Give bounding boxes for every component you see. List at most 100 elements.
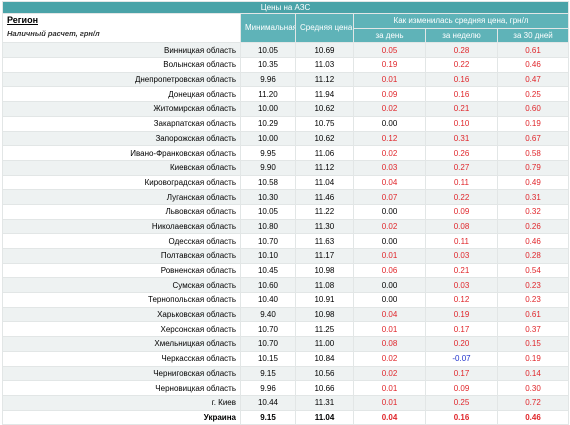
table-row: Винницкая область 10.05 10.69 0.05 0.28 0.61 (2, 42, 570, 59)
region-name: Харьковская область (2, 306, 241, 323)
min-price: 9.95 (240, 145, 296, 161)
min-price: 10.45 (240, 262, 296, 279)
change-month: 0.60 (496, 101, 570, 117)
region-name: Черкасская область (2, 350, 241, 367)
change-month: 0.54 (496, 262, 570, 279)
region-name: Львовская область (2, 203, 241, 220)
table-row: Кировоградская область 10.58 11.04 0.04 0.11… (2, 174, 570, 191)
min-price: 10.44 (240, 394, 296, 411)
change-day: 0.19 (353, 57, 426, 73)
change-week: 0.08 (425, 218, 498, 235)
change-month: 0.26 (496, 218, 570, 235)
change-month: 0.14 (496, 365, 570, 382)
change-day: 0.04 (353, 306, 426, 323)
table-body: Винницкая область 10.05 10.69 0.05 0.28 0.61 В… (2, 42, 570, 425)
min-price: 11.20 (240, 86, 296, 103)
avg-price: 10.98 (295, 262, 354, 279)
table-row: Хмельницкая область 10.70 11.00 0.08 0.20 0.1… (2, 336, 570, 352)
region-name: Ивано-Франковская область (2, 145, 241, 161)
region-name: Черновицкая область (2, 380, 241, 396)
table-row: Николаевская область 10.80 11.30 0.02 0.08 0.… (2, 218, 570, 235)
change-week: 0.16 (425, 86, 498, 103)
table-row: Одесская область 10.70 11.63 0.00 0.11 0.46 (2, 233, 570, 249)
avg-price: 11.31 (295, 394, 354, 411)
change-day: 0.05 (353, 42, 426, 59)
change-month: 0.31 (496, 189, 570, 205)
avg-price: 11.03 (295, 57, 354, 73)
change-day: 0.06 (353, 262, 426, 279)
avg-price: 10.56 (295, 365, 354, 382)
table-row: Ровненская область 10.45 10.98 0.06 0.21 0.54 (2, 262, 570, 279)
change-day: 0.04 (353, 174, 426, 191)
table-row: Запорожская область 10.00 10.62 0.12 0.31 0.6… (2, 130, 570, 147)
table-row: Луганская область 10.30 11.46 0.07 0.22 0.31 (2, 189, 570, 205)
change-day: 0.00 (353, 233, 426, 249)
avg-price: 11.06 (295, 145, 354, 161)
region-name: Донецкая область (2, 86, 241, 103)
region-name: Запорожская область (2, 130, 241, 147)
min-price: 10.05 (240, 203, 296, 220)
change-month: 0.49 (496, 174, 570, 191)
change-week: 0.10 (425, 115, 498, 132)
region-name: Днепропетровская область (2, 71, 241, 88)
min-price: 10.00 (240, 101, 296, 117)
change-month: 0.58 (496, 145, 570, 161)
min-price: 10.10 (240, 248, 296, 264)
change-week: 0.22 (425, 189, 498, 205)
region-name: Луганская область (2, 189, 241, 205)
region-name: Тернопольская область (2, 292, 241, 308)
change-month: 0.47 (496, 71, 570, 88)
change-week: 0.28 (425, 42, 498, 59)
change-day: 0.07 (353, 189, 426, 205)
min-price: 10.30 (240, 189, 296, 205)
avg-price: 11.94 (295, 86, 354, 103)
change-month: 0.61 (496, 306, 570, 323)
change-week: 0.16 (425, 71, 498, 88)
change-day: 0.01 (353, 394, 426, 411)
change-month: 0.30 (496, 380, 570, 396)
table-row: Херсонская область 10.70 11.25 0.01 0.17 0.37 (2, 321, 570, 338)
min-price: 9.40 (240, 306, 296, 323)
region-name: Сумская область (2, 277, 241, 294)
avg-price: 11.30 (295, 218, 354, 235)
change-month: 0.46 (496, 57, 570, 73)
region-header: Регион Наличный расчет, грн/л (2, 12, 241, 44)
change-week: 0.09 (425, 380, 498, 396)
change-day: 0.02 (353, 365, 426, 382)
change-day: 0.02 (353, 145, 426, 161)
min-price: 10.35 (240, 57, 296, 73)
min-price: 10.05 (240, 42, 296, 59)
min-price: 10.70 (240, 336, 296, 352)
change-month: 0.19 (496, 350, 570, 367)
table-row: Черниговская область 9.15 10.56 0.02 0.17 0.1… (2, 365, 570, 382)
change-day: 0.00 (353, 115, 426, 132)
change-week: 0.21 (425, 262, 498, 279)
change-month: 0.79 (496, 159, 570, 176)
table-row: Украина 9.15 11.04 0.04 0.16 0.46 (2, 409, 570, 425)
region-name: Ровненская область (2, 262, 241, 279)
change-week: 0.17 (425, 365, 498, 382)
min-price: 10.70 (240, 321, 296, 338)
table-row: Днепропетровская область 9.96 11.12 0.01 0.1… (2, 71, 570, 88)
avg-price: 10.98 (295, 306, 354, 323)
avg-price: 11.12 (295, 71, 354, 88)
min-price: 9.15 (240, 409, 296, 425)
change-day: 0.01 (353, 71, 426, 88)
change-week: 0.22 (425, 57, 498, 73)
change-week: 0.11 (425, 174, 498, 191)
change-week: 0.26 (425, 145, 498, 161)
avg-price: 11.00 (295, 336, 354, 352)
min-price: 9.96 (240, 71, 296, 88)
change-week: 0.21 (425, 101, 498, 117)
avg-price: 11.08 (295, 277, 354, 294)
change-header: Как изменилась средняя цена, грн/л (352, 13, 570, 29)
change-day: 0.08 (353, 336, 426, 352)
min-price: 9.96 (240, 380, 296, 396)
change-month: 0.72 (496, 394, 570, 411)
region-name: Одесская область (2, 233, 241, 249)
change-week: 0.03 (425, 248, 498, 264)
avg-price: 10.62 (295, 130, 354, 147)
avg-price: 11.04 (295, 174, 354, 191)
table-row: Тернопольская область 10.40 10.91 0.00 0.12 0… (2, 292, 570, 308)
